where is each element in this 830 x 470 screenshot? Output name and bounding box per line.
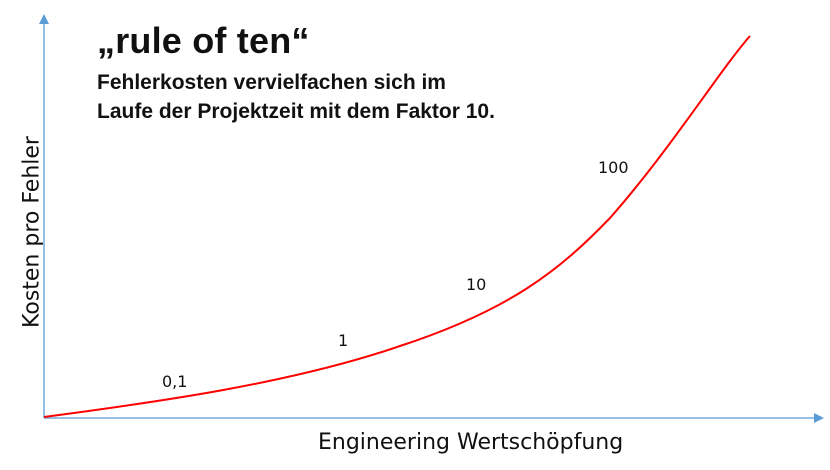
subtitle-line-1: Fehlerkosten vervielfachen sich im [97,71,446,94]
diagram-subtitle: Fehlerkosten vervielfachen sich im Laufe… [97,68,495,126]
y-axis-label: Kosten pro Fehler [19,136,45,328]
cost-label-0-1: 0,1 [162,372,188,391]
cost-label-1: 1 [338,331,349,350]
diagram-title: „rule of ten“ [97,20,310,61]
x-axis-label: Engineering Wertschöpfung [318,430,624,455]
cost-label-100: 100 [598,158,629,177]
cost-label-10: 10 [466,275,487,294]
cost-curve [43,35,751,418]
subtitle-line-2: Laufe der Projektzeit mit dem Faktor 10. [97,100,495,123]
